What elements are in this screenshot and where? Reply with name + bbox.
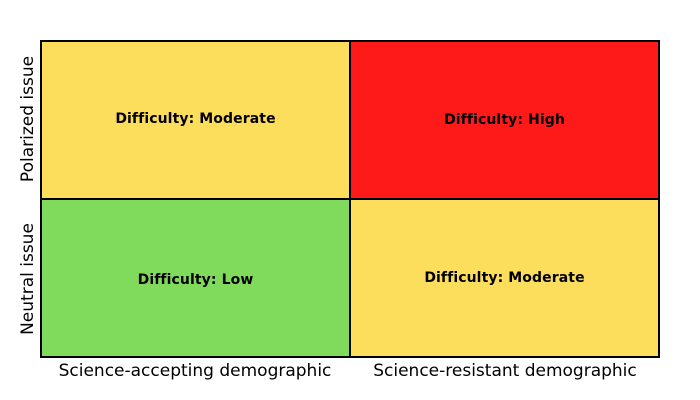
quadrant-polarized-resistant: Difficulty: High: [350, 42, 658, 199]
difficulty-matrix: Difficulty: Moderate Difficulty: High Di…: [40, 40, 660, 358]
column-label-science-resistant: Science-resistant demographic: [373, 361, 637, 381]
column-label-science-accepting: Science-accepting demographic: [58, 361, 332, 381]
row-label-polarized-issue: Polarized issue: [18, 55, 38, 183]
quadrant-polarized-accepting: Difficulty: Moderate: [42, 42, 350, 199]
quadrant-neutral-resistant: Difficulty: Moderate: [350, 199, 658, 356]
row-label-neutral-issue: Neutral issue: [18, 223, 38, 335]
quadrant-neutral-accepting: Difficulty: Low: [42, 199, 350, 356]
